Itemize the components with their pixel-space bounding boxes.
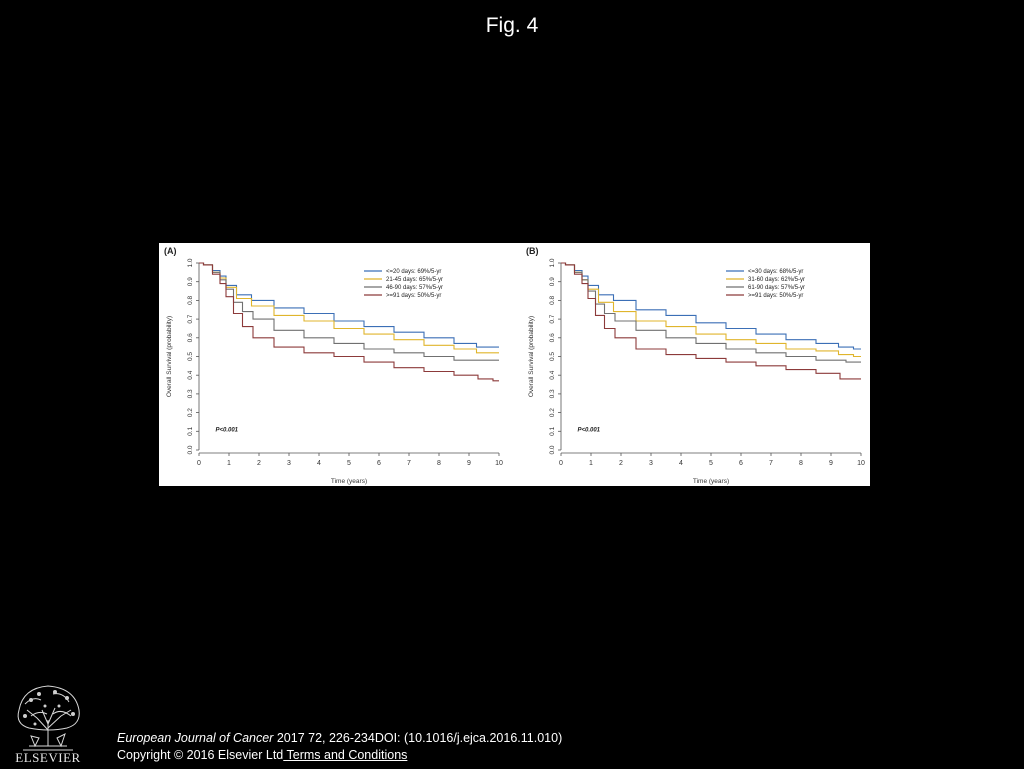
p-value-annotation: P<0.001: [216, 427, 239, 433]
y-tick-label: 0.1: [549, 426, 556, 435]
x-tick-label: 1: [227, 460, 231, 467]
elsevier-wordmark: ELSEVIER: [15, 750, 80, 764]
y-tick-label: 0.5: [187, 352, 194, 361]
y-tick-label: 0.3: [549, 389, 556, 398]
legend-label-1: <=20 days: 69%/5-yr: [386, 269, 441, 275]
y-tick-label: 0.3: [187, 389, 194, 398]
y-tick-label: 0.0: [549, 445, 556, 454]
x-tick-label: 0: [559, 460, 563, 467]
y-tick-label: 0.9: [187, 277, 194, 286]
y-tick-label: 0.2: [549, 408, 556, 417]
elsevier-tree-icon: ELSEVIER: [15, 685, 80, 765]
x-tick-label: 2: [257, 460, 261, 467]
series-line-1: [199, 262, 499, 348]
survival-figure: (A) 0.0 0.1 0.2 0.3 0.4 0.5 0.6 0.7 0.8 0.9 1.0 0 1 2 3…: [164, 246, 865, 485]
x-tick-label: 6: [377, 460, 381, 467]
legend-label-3: 61-90 days: 57%/5-yr: [748, 285, 805, 291]
y-tick-label: 0.4: [549, 370, 556, 379]
x-tick-label: 5: [709, 460, 713, 467]
x-axis-label: Time (years): [331, 478, 367, 485]
y-tick-label: 0.4: [187, 370, 194, 379]
y-tick-label: 0.8: [549, 296, 556, 305]
x-tick-label: 3: [287, 460, 291, 467]
x-tick-label: 9: [467, 460, 471, 467]
slide-title: Fig. 4: [485, 14, 539, 37]
legend-label-4: >=91 days: 50%/5-yr: [386, 293, 441, 299]
y-tick-label: 0.1: [187, 426, 194, 435]
y-tick-label: 0.2: [187, 408, 194, 417]
x-tick-label: 7: [769, 460, 773, 467]
x-tick-label: 2: [619, 460, 623, 467]
panel-label: (A): [164, 246, 177, 256]
citation-line: European Journal of Cancer 2017 72, 226-…: [117, 730, 562, 747]
x-axis-label: Time (years): [693, 478, 729, 485]
chart-panel-b: (B) 0.0 0.1 0.2 0.3 0.4 0.5 0.6 0.7 0.8 0.9 1.0 0 1 2 3…: [526, 246, 865, 485]
y-tick-label: 0.5: [549, 352, 556, 361]
terms-link[interactable]: Terms and Conditions: [283, 748, 408, 762]
citation-details: 2017 72, 226-234DOI: (10.1016/j.ejca.201…: [273, 731, 563, 745]
series-line-4: [561, 262, 861, 380]
legend-label-4: >=91 days: 50%/5-yr: [748, 293, 803, 299]
y-tick-label: 0.6: [187, 333, 194, 342]
elsevier-logo: ELSEVIER: [9, 680, 87, 765]
x-tick-label: 10: [857, 460, 865, 467]
y-tick-label: 0.8: [187, 296, 194, 305]
x-tick-label: 8: [437, 460, 441, 467]
legend-label-3: 46-90 days: 57%/5-yr: [386, 285, 443, 291]
x-tick-label: 5: [347, 460, 351, 467]
x-tick-label: 10: [495, 460, 503, 467]
y-tick-label: 1.0: [549, 258, 556, 267]
y-tick-label: 0.9: [549, 277, 556, 286]
x-tick-label: 1: [589, 460, 593, 467]
y-tick-label: 0.7: [187, 314, 194, 323]
x-tick-label: 9: [829, 460, 833, 467]
series-line-3: [561, 262, 861, 363]
x-tick-label: 3: [649, 460, 653, 467]
y-tick-label: 0.7: [549, 314, 556, 323]
citation-block: European Journal of Cancer 2017 72, 226-…: [117, 730, 562, 764]
y-axis-label: Overall Survival (probability): [528, 316, 535, 397]
panel-label: (B): [526, 246, 539, 256]
x-tick-label: 7: [407, 460, 411, 467]
x-tick-label: 4: [317, 460, 321, 467]
legend-label-2: 21-45 days: 65%/5-yr: [386, 277, 443, 283]
x-tick-label: 6: [739, 460, 743, 467]
x-tick-label: 4: [679, 460, 683, 467]
legend-label-2: 31-60 days: 62%/5-yr: [748, 277, 805, 283]
y-axis-label: Overall Survival (probability): [166, 316, 173, 397]
y-tick-label: 0.0: [187, 445, 194, 454]
series-line-1: [561, 262, 861, 350]
x-tick-label: 0: [197, 460, 201, 467]
y-tick-label: 1.0: [187, 258, 194, 267]
figure-panel: (A) 0.0 0.1 0.2 0.3 0.4 0.5 0.6 0.7 0.8 0.9 1.0 0 1 2 3…: [159, 243, 870, 486]
chart-panel-a: (A) 0.0 0.1 0.2 0.3 0.4 0.5 0.6 0.7 0.8 0.9 1.0 0 1 2 3…: [164, 246, 503, 485]
series-line-4: [199, 262, 499, 382]
p-value-annotation: P<0.001: [578, 427, 601, 433]
journal-name: European Journal of Cancer: [117, 731, 274, 745]
legend-label-1: <=30 days: 68%/5-yr: [748, 269, 803, 275]
copyright-text: Copyright © 2016 Elsevier Ltd: [117, 748, 284, 762]
x-tick-label: 8: [799, 460, 803, 467]
y-tick-label: 0.6: [549, 333, 556, 342]
copyright-line: Copyright © 2016 Elsevier Ltd Terms and …: [117, 747, 562, 764]
